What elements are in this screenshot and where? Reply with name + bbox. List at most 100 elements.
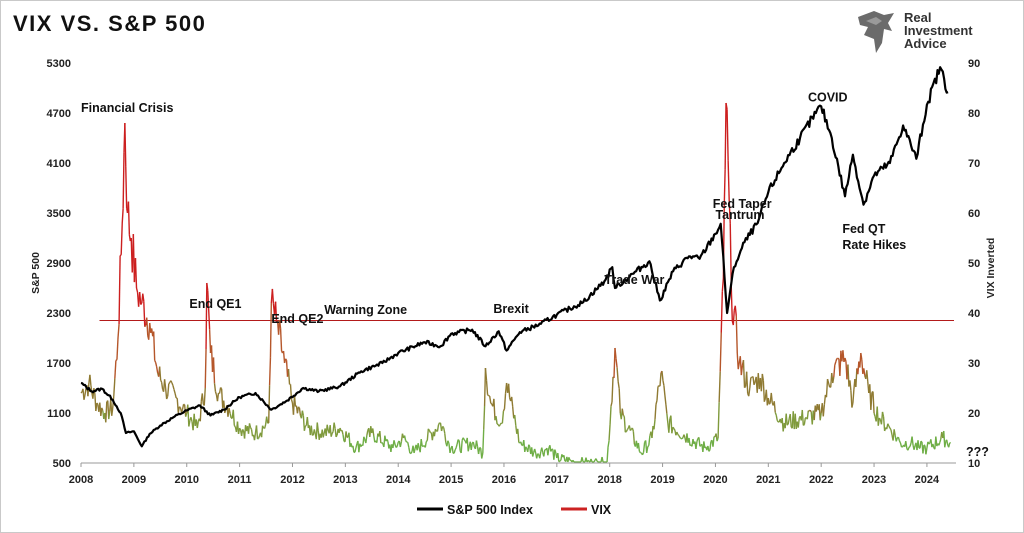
vix-line-segment [719, 332, 722, 372]
vix-line-segment [122, 152, 125, 209]
brand-text: Real Investment Advice [904, 11, 973, 50]
vix-line-segment [826, 378, 830, 384]
vix-line-segment [623, 416, 627, 433]
vix-line-segment [749, 377, 752, 389]
x-tick-label: 2008 [69, 474, 93, 486]
vix-line-segment [672, 426, 675, 429]
vix-line-segment [158, 366, 162, 381]
x-tick-label: 2021 [756, 474, 780, 486]
vix-line-segment [866, 370, 869, 382]
vix-line-segment [458, 440, 461, 451]
x-tick-label: 2020 [703, 474, 727, 486]
x-tick-label: 2010 [174, 474, 198, 486]
legend-label: VIX [591, 503, 612, 517]
vix-line-segment [442, 425, 445, 429]
y-tick-label: 2900 [47, 258, 71, 270]
vix-line-segment [761, 373, 765, 381]
vix-line-segment [306, 417, 310, 429]
vix-line-segment [622, 414, 625, 417]
vix-line-segment [909, 442, 912, 447]
y-tick-label: 2300 [47, 308, 71, 320]
annotation-label: Fed Taper [713, 197, 772, 211]
right-axis-label: VIX Inverted [985, 238, 997, 299]
vix-line-segment [730, 287, 733, 321]
vix-line-segment [238, 427, 242, 431]
vix-line-segment [380, 441, 383, 444]
vix-line-segment [167, 383, 170, 397]
vix-line-segment [614, 347, 617, 359]
vix-line-segment [396, 441, 399, 447]
vix-line-segment [196, 421, 199, 429]
vix-line-segment [541, 447, 544, 453]
vix-line-segment [517, 428, 520, 443]
vix-line-segment [621, 408, 624, 416]
vix-line-segment [948, 442, 951, 448]
vix-line-segment [111, 407, 114, 416]
vix-line-segment [487, 394, 490, 397]
vix-line-segment [668, 418, 671, 433]
vix-line-segment [326, 424, 329, 431]
vix-line-segment [735, 315, 738, 354]
vix-line-segment [408, 447, 411, 454]
vix-line-segment [185, 412, 188, 417]
vix-line-segment [698, 437, 701, 447]
vix-line-segment [911, 436, 914, 446]
vix-line-segment [832, 376, 835, 384]
vix-line-segment [920, 440, 923, 443]
vix-line-segment [770, 392, 773, 404]
vix-line-segment [860, 352, 863, 360]
vix-line-segment [678, 435, 681, 438]
y-tick-label: 1700 [47, 358, 71, 370]
vix-line-segment [610, 401, 613, 407]
vix-line-segment [737, 362, 740, 370]
vix-line-segment [608, 424, 611, 441]
vix-line-segment [878, 417, 881, 420]
vix-line-segment [890, 429, 893, 436]
vix-line-segment [703, 441, 706, 449]
vix-line-segment [405, 440, 408, 443]
vix-line-segment [261, 425, 265, 429]
vix-line-segment [762, 380, 766, 402]
vix-line-segment [850, 390, 853, 408]
brand-line-3: Advice [904, 36, 947, 51]
vix-line-segment [785, 413, 788, 426]
vix-line-segment [313, 429, 316, 434]
annotation-label: End QE2 [271, 312, 323, 326]
vix-line-segment [163, 379, 167, 389]
vix-line-segment [220, 387, 223, 390]
sp500-line [80, 66, 949, 448]
vix-line-segment [935, 436, 938, 447]
vix-line-segment [297, 406, 300, 409]
vix-line-segment [543, 449, 546, 457]
vix-line-segment [178, 406, 181, 409]
vix-line-segment [676, 431, 679, 435]
vix-line-segment [114, 360, 117, 379]
vix-line-segment [775, 415, 778, 421]
vix-line-segment [293, 394, 297, 407]
vix-line-segment [899, 442, 903, 448]
annotation-label: Rate Hikes [842, 238, 906, 252]
vix-line-segment [732, 310, 735, 326]
vix-line-segment [160, 382, 164, 390]
vix-line-segment [514, 414, 517, 426]
vix-line-segment [646, 446, 649, 454]
vix-line-segment [310, 425, 314, 436]
vix-line-segment [659, 372, 662, 387]
vix-line-segment [797, 417, 800, 428]
annotation-label: End QE1 [189, 297, 241, 311]
vix-line-segment [895, 437, 898, 442]
brand-line-1: Real [904, 10, 932, 25]
vix-line-segment [488, 395, 492, 404]
vix-line-segment [333, 422, 336, 429]
vix-line-segment [616, 367, 619, 382]
vix-line-segment [444, 433, 447, 443]
chart-title: VIX VS. S&P 500 [13, 11, 207, 36]
vix-line-segment [124, 122, 127, 167]
vix-line-segment [833, 365, 836, 378]
vix-line-segment [819, 412, 822, 421]
vix-line-segment [165, 395, 169, 400]
vix-line-segment [495, 416, 498, 425]
vix-line-segment [352, 445, 355, 453]
